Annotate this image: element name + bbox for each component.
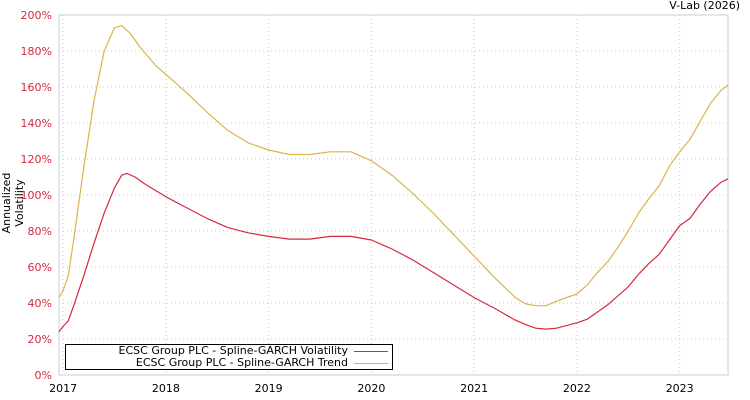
- legend-item-volatility: ECSC Group PLC - Spline-GARCH Volatility: [119, 345, 388, 357]
- legend-swatch-trend: [354, 362, 388, 364]
- legend-item-trend: ECSC Group PLC - Spline-GARCH Trend: [136, 357, 388, 369]
- series-lines: [58, 25, 729, 333]
- y-tick-label: 20%: [28, 333, 52, 346]
- y-tick-label: 180%: [21, 45, 52, 58]
- x-tick-label: 2020: [357, 382, 385, 395]
- x-tick-label: 2018: [152, 382, 180, 395]
- legend-label: ECSC Group PLC - Spline-GARCH Volatility: [118, 344, 348, 357]
- y-tick-label: 120%: [21, 153, 52, 166]
- y-axis-label: Annualized Volatility: [0, 172, 26, 234]
- y-tick-label: 40%: [28, 297, 52, 310]
- x-tick-label: 2019: [255, 382, 283, 395]
- x-tick-label: 2017: [49, 382, 77, 395]
- x-axis-ticks: 2017 2018 2019 2020 2021 2022 2023: [49, 382, 694, 395]
- legend-swatch-volatility: [354, 350, 388, 352]
- y-tick-label: 100%: [21, 189, 52, 202]
- x-tick-label: 2021: [460, 382, 488, 395]
- x-tick-label: 2023: [666, 382, 694, 395]
- y-tick-label: 200%: [21, 9, 52, 22]
- plot-frame: [58, 14, 729, 376]
- y-axis-ticks: 0% 20% 40% 60% 80% 100% 120% 140% 160% 180% 200%: [21, 9, 52, 382]
- legend-label: ECSC Group PLC - Spline-GARCH Trend: [135, 356, 348, 369]
- x-tick-label: 2022: [563, 382, 591, 395]
- y-tick-label: 60%: [28, 261, 52, 274]
- chart-legend: ECSC Group PLC - Spline-GARCH Volatility…: [65, 344, 393, 370]
- y-tick-label: 80%: [28, 225, 52, 238]
- y-tick-label: 0%: [35, 369, 52, 382]
- y-tick-label: 160%: [21, 81, 52, 94]
- source-credit: V-Lab (2026): [669, 0, 740, 12]
- series-line: [58, 172, 729, 333]
- series-line: [58, 25, 729, 307]
- y-tick-label: 140%: [21, 117, 52, 130]
